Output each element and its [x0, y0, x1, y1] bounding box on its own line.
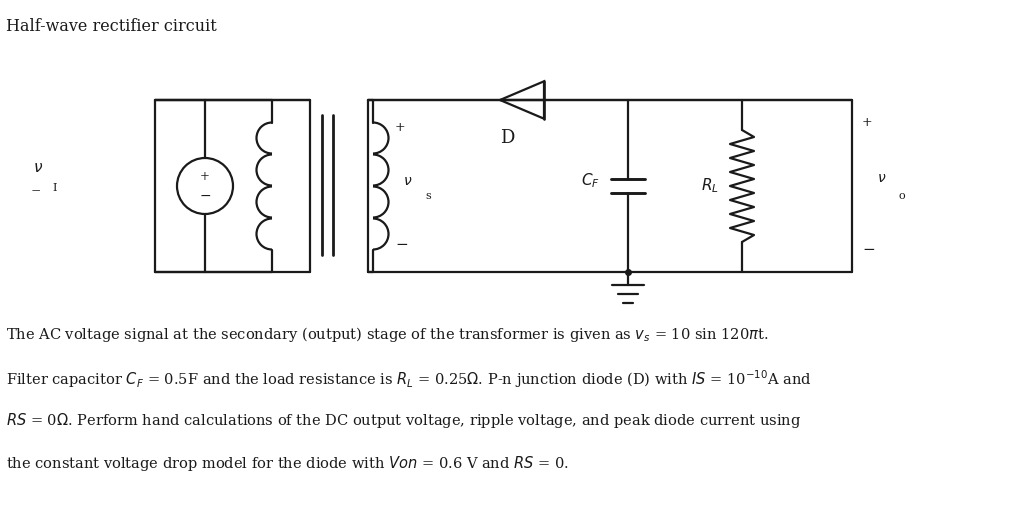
Text: Half-wave rectifier circuit: Half-wave rectifier circuit [6, 18, 217, 35]
Text: +: + [862, 115, 873, 128]
Text: Filter capacitor $C_F$ = 0.5F and the load resistance is $R_L$ = 0.25$\Omega$. P: Filter capacitor $C_F$ = 0.5F and the lo… [6, 368, 812, 389]
Text: −: − [862, 243, 875, 257]
Text: $R_L$: $R_L$ [701, 177, 719, 196]
Text: —: — [32, 187, 40, 196]
Text: $C_F$: $C_F$ [580, 172, 599, 190]
Text: the constant voltage drop model for the diode with $Von$ = 0.6 V and $RS$ = 0.: the constant voltage drop model for the … [6, 454, 569, 473]
Text: I: I [52, 183, 58, 193]
Text: −: − [395, 238, 408, 252]
Text: $\nu$: $\nu$ [877, 171, 887, 185]
Text: D: D [499, 129, 515, 147]
Circle shape [177, 158, 233, 214]
Text: $RS$ = 0$\Omega$. Perform hand calculations of the DC output voltage, ripple vol: $RS$ = 0$\Omega$. Perform hand calculati… [6, 411, 801, 430]
Text: −: − [199, 189, 211, 203]
Text: +: + [395, 121, 406, 134]
Text: The AC voltage signal at the secondary (output) stage of the transformer is give: The AC voltage signal at the secondary (… [6, 325, 768, 344]
Text: +: + [200, 170, 210, 183]
Text: s: s [425, 191, 431, 201]
Text: o: o [899, 191, 905, 201]
Text: $\nu$: $\nu$ [404, 174, 413, 188]
Text: $\nu$: $\nu$ [33, 161, 43, 175]
